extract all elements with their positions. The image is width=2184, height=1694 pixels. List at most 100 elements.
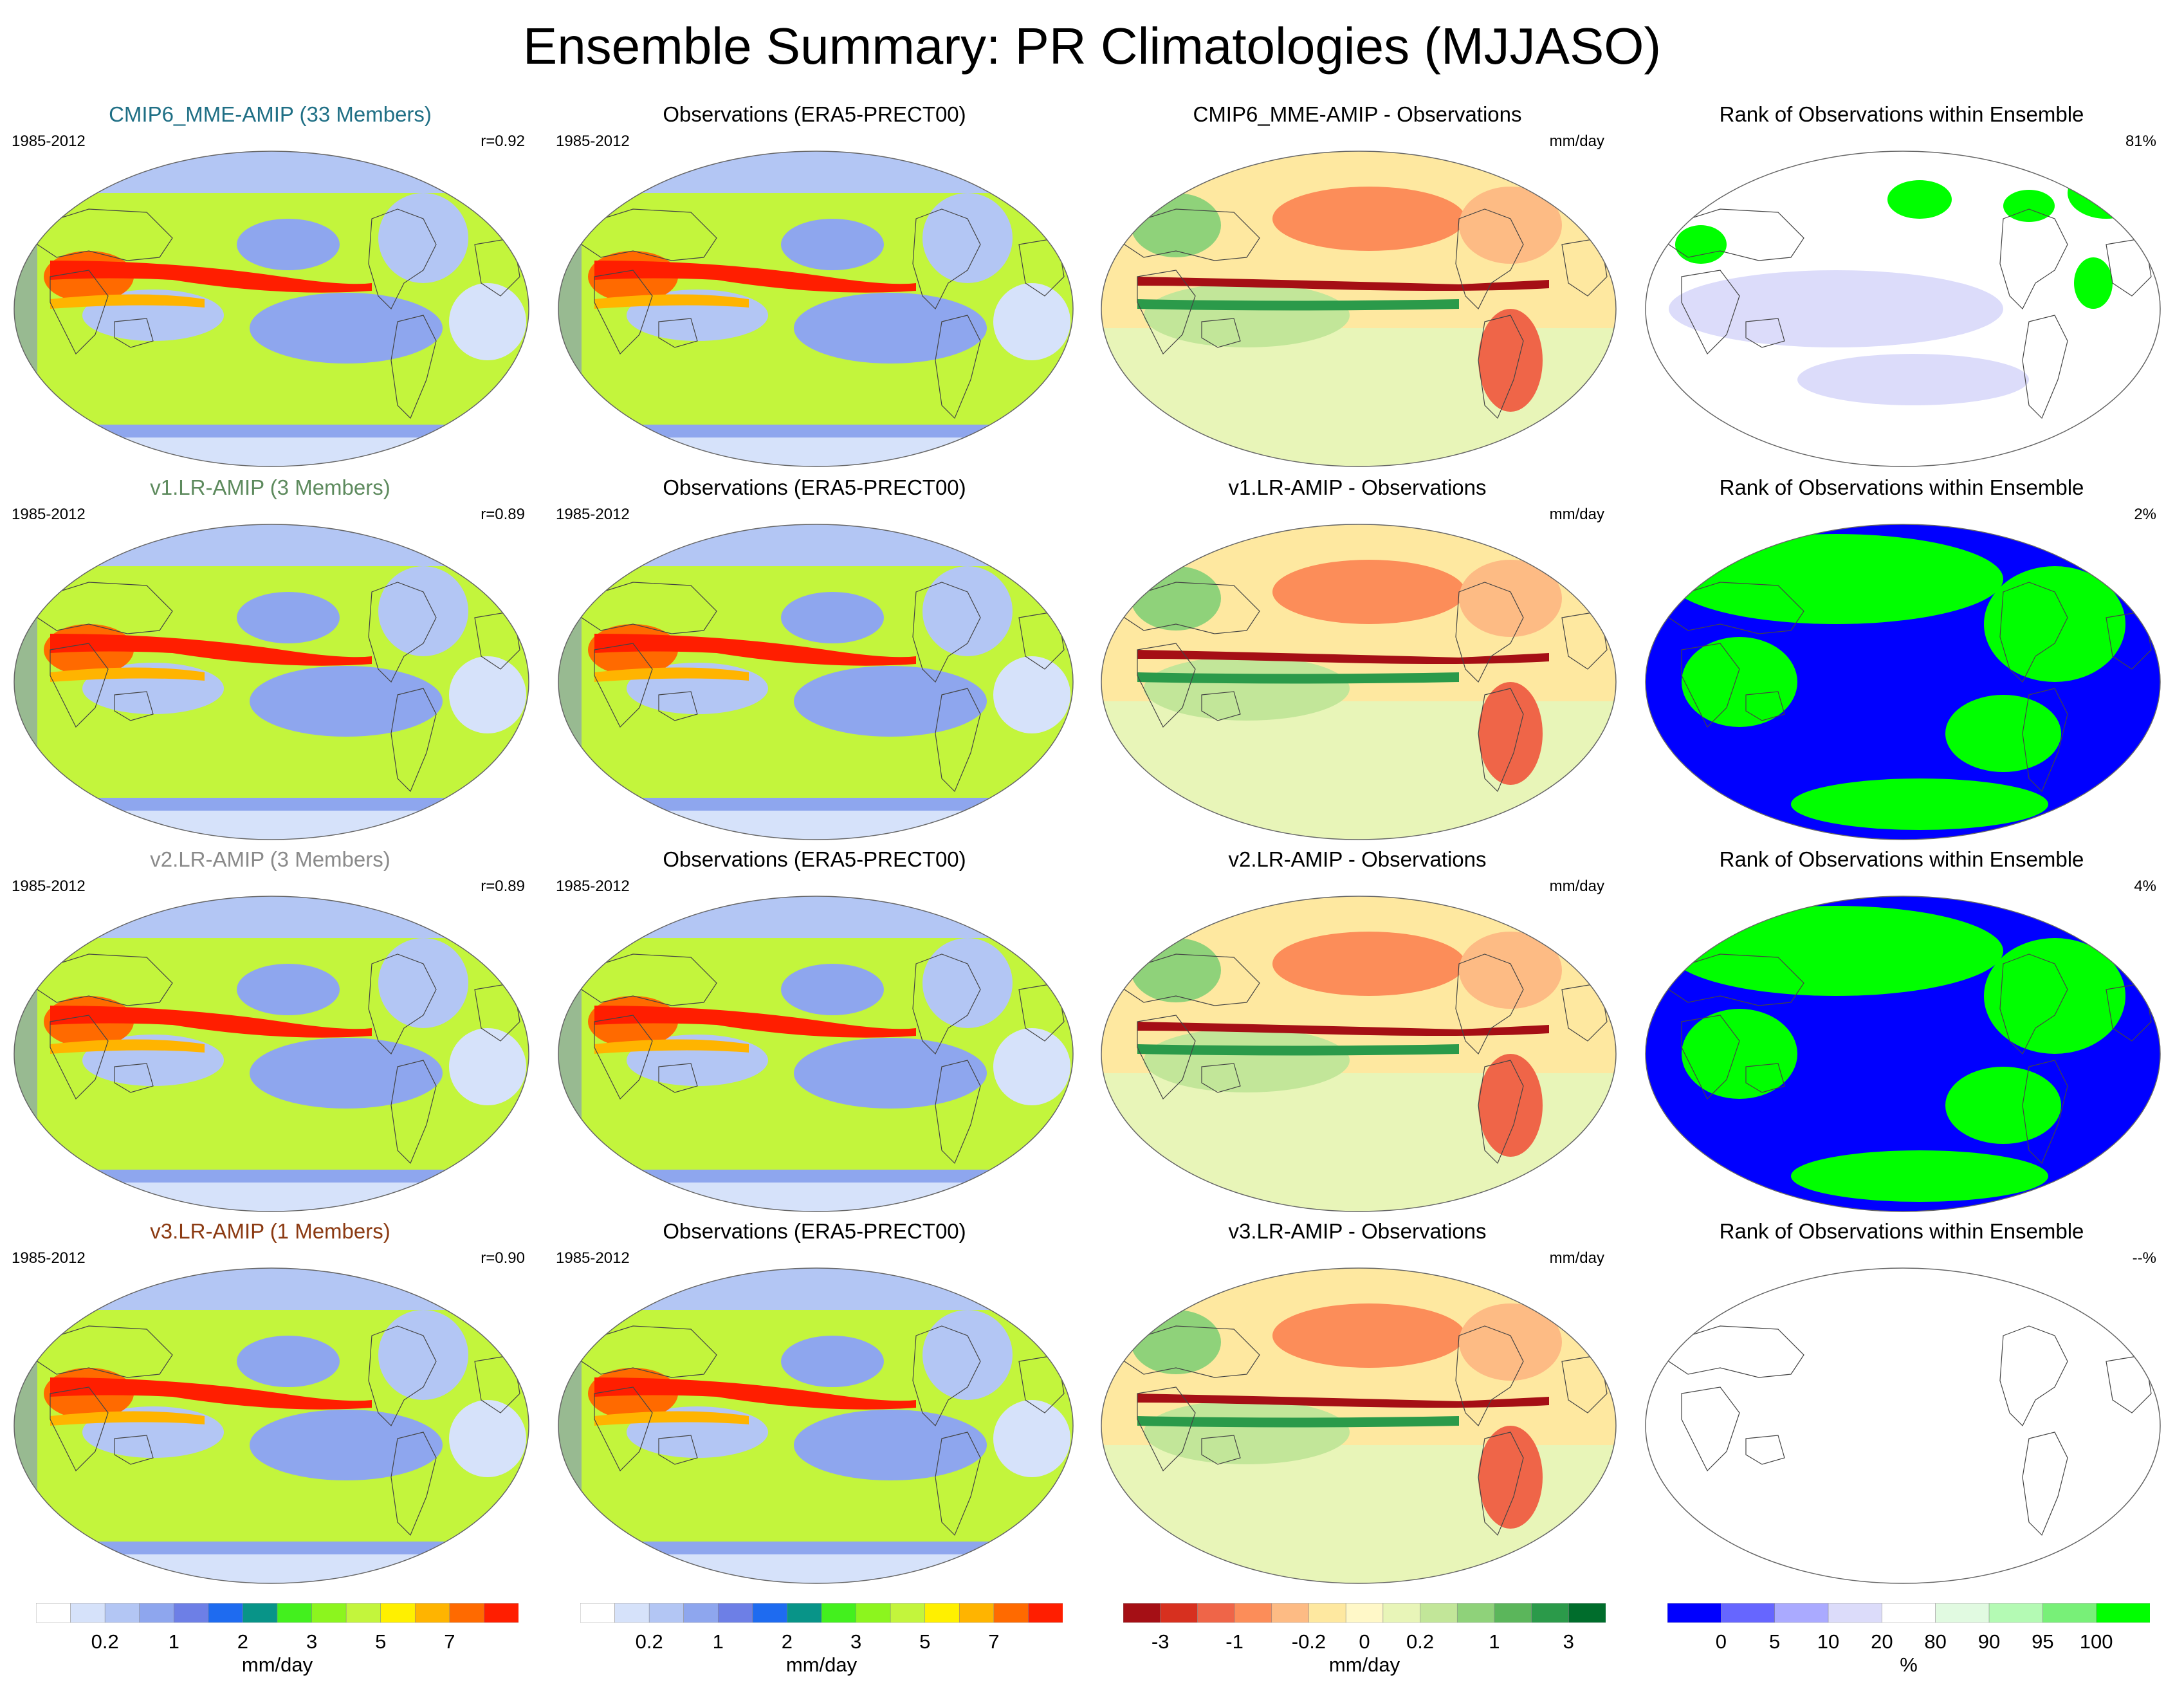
continent-outline xyxy=(1999,208,2068,310)
model-panel: v1.LR-AMIP (3 Members) 1985-2012 r=0.89 xyxy=(0,475,540,848)
rank-zone xyxy=(1669,534,2003,624)
diff-south-band xyxy=(1137,299,1459,311)
continent-outline xyxy=(935,1432,981,1536)
diff-zone xyxy=(1144,1028,1350,1092)
spcz-band xyxy=(50,1039,205,1054)
continent-outline xyxy=(912,953,981,1055)
diff-zone xyxy=(1459,187,1562,264)
map-border xyxy=(558,1267,1074,1584)
dry-zone xyxy=(794,1038,987,1109)
colorbar-swatch xyxy=(484,1603,518,1623)
diff-zone xyxy=(1459,932,1562,1009)
continent-outline xyxy=(581,208,717,261)
continent-outline xyxy=(1478,1060,1524,1165)
colorbar-swatch xyxy=(139,1603,175,1623)
colorbar-swatches xyxy=(1123,1603,1606,1623)
map-border xyxy=(1645,151,2161,467)
continent-outline xyxy=(912,208,981,310)
spcz-band xyxy=(594,667,749,682)
colorbar-swatch xyxy=(173,1603,209,1623)
panel-title: v3.LR-AMIP (1 Members) xyxy=(150,1219,390,1243)
colorbar-swatch xyxy=(1382,1603,1421,1623)
colorbar-unit: mm/day xyxy=(241,1653,313,1676)
dry-zone xyxy=(237,1336,340,1387)
map-border xyxy=(14,1267,529,1584)
diff-panel: v3.LR-AMIP - Observations mm/day xyxy=(1087,1219,1628,1592)
edge-shade xyxy=(558,524,582,840)
panel-title: CMIP6_MME-AMIP - Observations xyxy=(1193,102,1522,126)
world-map xyxy=(1101,896,1617,1212)
map-border xyxy=(558,896,1074,1212)
continent-outline xyxy=(594,270,653,355)
colorbar-tick-label: 2 xyxy=(781,1630,793,1653)
diff-zone xyxy=(1478,309,1543,412)
dry-zone xyxy=(250,1038,443,1109)
continent-outline xyxy=(1681,1386,1740,1472)
world-map xyxy=(1645,524,2161,840)
colorbar-swatch xyxy=(1774,1603,1829,1623)
colorbar-swatch xyxy=(1308,1603,1346,1623)
continent-outline xyxy=(1668,208,1804,261)
colorbar-tick-label: 7 xyxy=(988,1630,1000,1653)
dry-zone xyxy=(993,1028,1070,1105)
colorbar-swatch xyxy=(821,1603,857,1623)
dry-zone xyxy=(449,1400,526,1477)
edge-shade xyxy=(558,1268,582,1583)
colorbar-tick-label: 1 xyxy=(168,1630,179,1653)
diff-south-band xyxy=(1137,1416,1459,1428)
diff-equator-band xyxy=(1137,1394,1549,1408)
edge-shade xyxy=(14,896,37,1211)
polar-band xyxy=(558,1554,1073,1583)
colorbar-tick-label: 100 xyxy=(2079,1630,2113,1653)
edge-shade xyxy=(14,524,37,840)
continent-outline xyxy=(1124,208,1260,261)
continent-outline xyxy=(912,582,981,683)
dry-zone xyxy=(378,566,468,656)
diff-zone xyxy=(1144,283,1350,347)
map-border xyxy=(1645,896,2161,1212)
map-border xyxy=(558,151,1074,467)
diff-zone xyxy=(1131,193,1221,257)
colorbar-unit: mm/day xyxy=(1328,1653,1400,1676)
dry-zone xyxy=(449,283,526,360)
continent-outline xyxy=(912,1325,981,1427)
continent-outline xyxy=(50,643,109,728)
continent-outline xyxy=(1455,1325,1524,1427)
itcz-band xyxy=(594,261,916,293)
colorbar-precip_obs: 0.2 1 2 3 5 7 mm/day xyxy=(580,1596,1069,1692)
panel-row: CMIP6_MME-AMIP (33 Members) 1985-2012 r=0.… xyxy=(0,102,2184,475)
itcz-band xyxy=(50,1377,372,1410)
colorbar-swatch xyxy=(1234,1603,1272,1623)
panel-title: Rank of Observations within Ensemble xyxy=(1719,102,2084,126)
colorbar-swatch xyxy=(208,1603,244,1623)
continent-outline xyxy=(114,318,154,348)
diff-zone xyxy=(1459,1303,1562,1381)
continent-outline xyxy=(581,953,717,1006)
edge-shade xyxy=(558,896,582,1211)
polar-band xyxy=(14,811,529,840)
colorbar-swatch xyxy=(1197,1603,1235,1623)
model-panel: v2.LR-AMIP (3 Members) 1985-2012 r=0.89 xyxy=(0,847,540,1220)
continent-outline xyxy=(1745,1063,1785,1093)
colorbar-swatches xyxy=(36,1603,518,1623)
continent-outline xyxy=(1124,582,1260,634)
colorbar-swatch xyxy=(1456,1603,1495,1623)
continent-outline xyxy=(368,582,437,683)
diff-equator-band xyxy=(1137,1022,1549,1036)
dry-zone xyxy=(250,1410,443,1480)
rank-percent-label: 2% xyxy=(2134,506,2156,523)
polar-band xyxy=(558,896,1073,938)
world-map xyxy=(558,1267,1074,1584)
continent-outline xyxy=(1999,582,2068,683)
colorbar-swatch xyxy=(1828,1603,1883,1623)
continent-outline xyxy=(1668,582,1804,634)
diff-equator-band xyxy=(1137,650,1549,664)
panel-title: v1.LR-AMIP (3 Members) xyxy=(150,475,390,499)
world-map xyxy=(14,524,529,840)
panel-title: v2.LR-AMIP (3 Members) xyxy=(150,847,390,871)
period-label: 1985-2012 xyxy=(556,133,630,150)
continent-outline xyxy=(1137,1015,1196,1100)
colorbar-swatch xyxy=(1531,1603,1570,1623)
dry-zone xyxy=(922,1310,1013,1400)
colorbar-swatch xyxy=(449,1603,485,1623)
